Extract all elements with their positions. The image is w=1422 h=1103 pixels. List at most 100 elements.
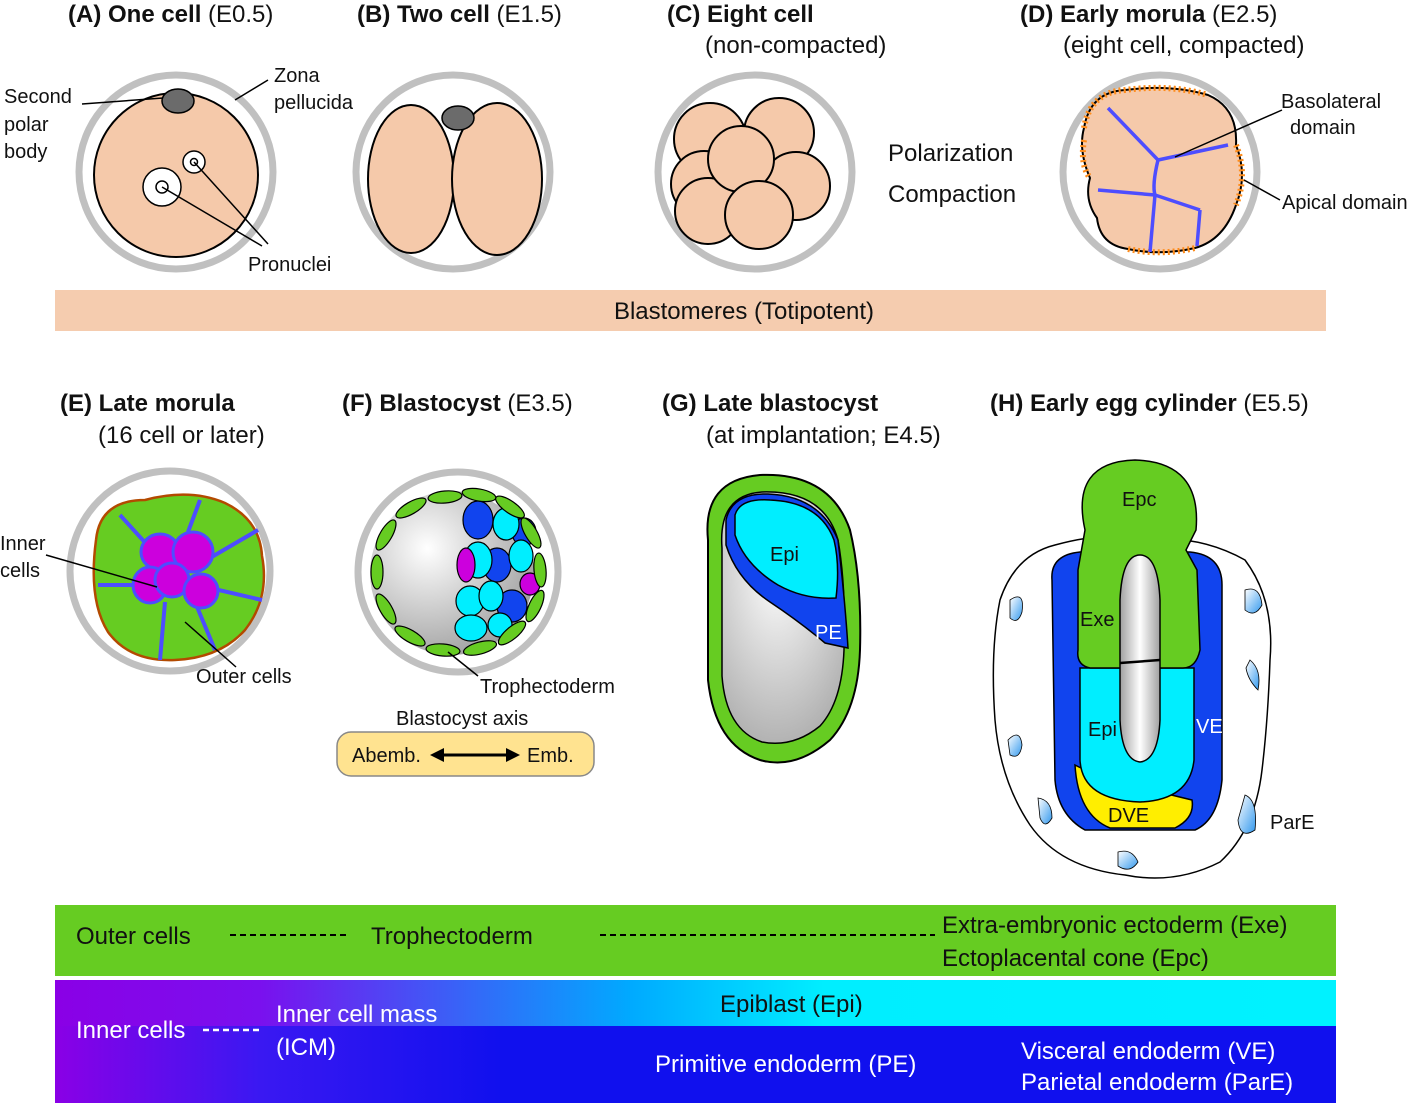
te-cell [370,554,384,590]
te-cell [462,640,498,656]
te-cell [427,490,463,504]
polarization-label: Polarization [888,140,1013,167]
epiblast-region [734,499,839,599]
axis-arrow-left [430,748,444,762]
polar-body [441,105,475,131]
compacted-morula [1081,86,1243,254]
zona-leader [234,79,269,101]
epc-label: Epc [1122,489,1156,511]
panel-e-subtitle: (16 cell or later) [98,422,265,449]
panel-b-title: (B) Two cell (E1.5) [357,1,562,28]
pare-cell [1244,588,1263,614]
trophectoderm-leader [447,651,479,677]
nucleolus [189,157,199,167]
panel-d-title: (D) Early morula (E2.5) [1020,1,1277,28]
blastomeres-band-label: Blastomeres (Totipotent) [614,298,874,325]
apical-domain-label: Apical domain [1282,192,1408,214]
te-cell [525,589,545,623]
icm-cell [456,547,476,583]
te-cell [394,625,426,647]
compaction-label: Compaction [888,181,1016,208]
band-epc: Ectoplacental cone (Epc) [942,945,1209,972]
abemb-label: Abemb. [352,745,421,767]
blastomere [451,102,543,256]
band-primitive-endoderm: Primitive endoderm (PE) [655,1051,916,1078]
panel-h-egg-cylinder: Epc Exe Epi VE DVE ParE [992,459,1314,879]
junction [1106,106,1160,162]
apical-leader [1243,179,1281,201]
dve-label: DVE [1108,805,1149,827]
junction [1195,209,1202,247]
blastomeres-band [55,290,1326,331]
band-exe: Extra-embryonic ectoderm (Exe) [942,912,1287,939]
pe-cell [462,500,494,540]
endoderm-lineage-band [55,1026,1336,1103]
exe-epi-boundary [1119,658,1161,665]
pare-cell [1037,797,1053,825]
apical-domain-right [1233,143,1245,207]
te-cell [395,497,427,519]
junction [193,601,217,651]
pare-cell [1237,794,1256,834]
proamniotic-cavity [1119,554,1161,763]
panel-a-title: (A) One cell (E0.5) [68,1,273,28]
band-outer-cells: Outer cells [76,923,191,950]
zona-pellucida-label: Zona pellucida [274,65,354,114]
inner-cell [171,530,215,574]
junction [1148,194,1157,253]
panel-e-title: (E) Late morula [60,390,235,417]
parietal-endoderm-cells [1007,588,1263,870]
panel-c-eight-cell [654,71,856,273]
ve-label: VE [1196,716,1223,738]
axis-arrow-right [506,748,520,762]
epi-label-h: Epi [1088,719,1117,741]
pronuclei-leader [161,186,263,247]
pare-cell [1007,734,1023,757]
inner-cells-leader [45,554,158,588]
inner-cells-label: Inner cells [0,533,51,582]
trophectoderm-label: Trophectoderm [480,676,615,698]
panel-g-subtitle: (at implantation; E4.5) [706,422,941,449]
band-parietal-endoderm: Parietal endoderm (ParE) [1021,1069,1293,1096]
panel-f-title: (F) Blastocyst (E3.5) [342,390,573,417]
basolateral-leader [1174,109,1283,158]
epiblast-lineage-band [55,980,1336,1028]
panel-e-late-morula: Inner cells Outer cells [0,467,292,688]
second-polar-body-label: Second polar body [4,86,77,163]
polar-body-leader [81,97,164,105]
panel-c-title: (C) Eight cell [667,1,814,28]
pare-cell [1117,850,1139,870]
junction [158,601,167,661]
outer-cells-label: Outer cells [196,666,292,688]
pronuclei-label: Pronuclei [248,254,331,276]
emb-label: Emb. [527,745,574,767]
panel-g-title: (G) Late blastocyst [662,390,878,417]
epi-cell [478,580,504,612]
pare-cell [1009,596,1023,621]
icm-magenta-cells [456,547,541,596]
band-epiblast: Epiblast (Epi) [720,991,863,1018]
panel-a-one-cell: Second polar body Zona pellucida Pronucl… [4,65,354,276]
band-icm-line2: (ICM) [276,1034,336,1061]
junction [1152,159,1160,196]
polar-body [161,88,195,114]
panel-d-subtitle: (eight cell, compacted) [1063,32,1304,59]
blastocoel-cavity [370,491,534,655]
junction [186,499,202,533]
panel-c-subtitle: (non-compacted) [705,32,886,59]
basolateral-domain-label: Basolateral domain [1281,91,1387,139]
junction [1157,143,1229,162]
blastocyst-axis-label: Blastocyst axis [396,708,528,730]
trophectoderm-cells [370,487,547,657]
te-cell [497,620,527,646]
band-icm-line1: Inner cell mass [276,1001,437,1028]
basolateral-junctions [1097,106,1229,253]
panel-f-blastocyst: Trophectoderm Blastocyst axis Abemb. Emb… [336,468,615,777]
pronuclei-leader [193,161,269,245]
inner-cell [182,572,220,610]
apical-domain-top [1081,84,1209,129]
te-cell [461,487,497,503]
apical-domain-left [1079,139,1093,180]
